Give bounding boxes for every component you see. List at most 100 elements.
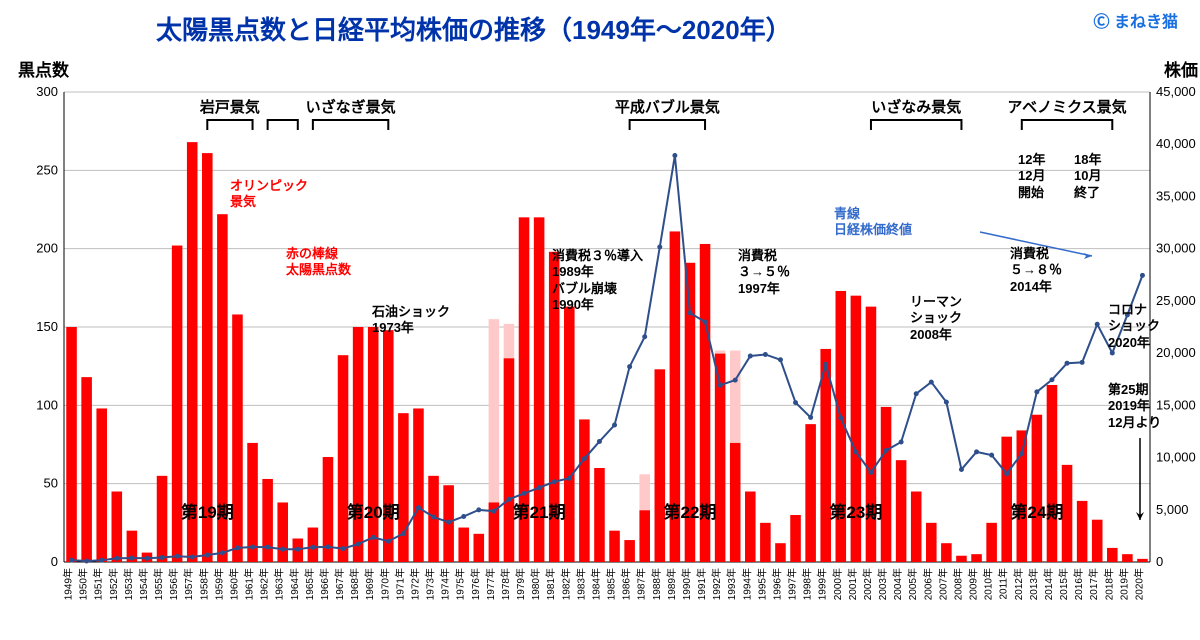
svg-text:2012年: 2012年 [1012, 568, 1025, 600]
bar-sunspot [775, 543, 786, 562]
svg-text:1960年: 1960年 [227, 568, 240, 600]
bar-sunspot [202, 153, 213, 562]
marker-nikkei [341, 546, 346, 551]
bar-sunspot [1001, 437, 1012, 562]
svg-text:2015年: 2015年 [1057, 568, 1070, 600]
marker-nikkei [657, 245, 662, 250]
bar-sunspot [579, 419, 590, 562]
svg-text:1965年: 1965年 [303, 568, 316, 600]
svg-text:平成バブル景気: 平成バブル景気 [615, 98, 720, 116]
svg-text:アベノミクス景気: アベノミクス景気 [1007, 98, 1126, 116]
bar-sunspot [594, 468, 605, 562]
svg-text:1980年: 1980年 [529, 568, 542, 600]
svg-text:250: 250 [36, 162, 58, 177]
bar-sunspot [655, 369, 666, 562]
bar-sunspot [96, 408, 107, 562]
bar-sunspot [112, 492, 123, 563]
svg-text:1979年: 1979年 [514, 568, 527, 600]
marker-nikkei [265, 545, 270, 550]
bar-sunspot [790, 515, 801, 562]
svg-text:1950年: 1950年 [77, 568, 90, 600]
bar-sunspot [1137, 559, 1148, 562]
svg-text:1994年: 1994年 [740, 568, 753, 600]
bar-sunspot [413, 408, 424, 562]
marker-nikkei [310, 545, 315, 550]
marker-nikkei [959, 467, 964, 472]
bar-sunspot [1032, 415, 1043, 562]
svg-text:1967年: 1967年 [333, 568, 346, 600]
bar-sunspot [504, 358, 515, 562]
cycle-label: 第22期 [663, 502, 716, 522]
svg-text:1986年: 1986年 [620, 568, 633, 600]
marker-nikkei [808, 415, 813, 420]
marker-nikkei [537, 485, 542, 490]
svg-text:2003年: 2003年 [876, 568, 889, 600]
marker-nikkei [793, 400, 798, 405]
marker-nikkei [733, 378, 738, 383]
svg-text:1951年: 1951年 [92, 568, 105, 600]
bar-sunspot [639, 510, 650, 562]
marker-nikkei [205, 553, 210, 558]
marker-nikkei [612, 423, 617, 428]
svg-text:2006年: 2006年 [921, 568, 934, 600]
bar-sunspot [474, 534, 485, 562]
marker-nikkei [914, 391, 919, 396]
marker-nikkei [386, 539, 391, 544]
marker-nikkei [1019, 451, 1024, 456]
svg-text:1973年: 1973年 [424, 568, 437, 600]
svg-text:いざなぎ景気: いざなぎ景気 [306, 98, 396, 116]
bar-sunspot [609, 531, 620, 562]
marker-nikkei [582, 456, 587, 461]
svg-text:2014年: 2014年 [1042, 568, 1055, 600]
marker-nikkei [748, 354, 753, 359]
svg-text:1987年: 1987年 [635, 568, 648, 600]
bar-sunspot [1122, 554, 1133, 562]
bar-sunspot [881, 407, 892, 562]
bar-sunspot [232, 314, 243, 562]
svg-text:300: 300 [36, 84, 58, 99]
svg-text:45,000: 45,000 [1156, 84, 1196, 99]
marker-nikkei [160, 555, 165, 560]
marker-nikkei [476, 507, 481, 512]
marker-nikkei [235, 545, 240, 550]
marker-nikkei [929, 380, 934, 385]
bar-sunspot [730, 443, 741, 562]
svg-text:岩戸景気: 岩戸景気 [199, 98, 260, 116]
bar-sunspot [896, 460, 907, 562]
bar-sunspot [458, 528, 469, 562]
svg-text:1989年: 1989年 [665, 568, 678, 600]
bar-sunspot [1047, 385, 1058, 562]
svg-text:1963年: 1963年 [273, 568, 286, 600]
svg-text:2017年: 2017年 [1087, 568, 1100, 600]
svg-text:1966年: 1966年 [318, 568, 331, 600]
svg-text:1958年: 1958年 [197, 568, 210, 600]
marker-nikkei [220, 550, 225, 555]
svg-text:1984年: 1984年 [589, 568, 602, 600]
cycle-label: 第23期 [829, 502, 882, 522]
marker-nikkei [446, 520, 451, 525]
svg-text:40,000: 40,000 [1156, 136, 1196, 151]
svg-text:0: 0 [1156, 554, 1163, 569]
svg-text:25,000: 25,000 [1156, 293, 1196, 308]
svg-text:15,000: 15,000 [1156, 397, 1196, 412]
svg-text:1975年: 1975年 [454, 568, 467, 600]
svg-text:1962年: 1962年 [258, 568, 271, 600]
svg-text:1990年: 1990年 [680, 568, 693, 600]
svg-text:1952年: 1952年 [107, 568, 120, 600]
marker-nikkei [567, 476, 572, 481]
cycle-label: 第24期 [1010, 502, 1063, 522]
marker-nikkei [672, 153, 677, 158]
marker-nikkei [552, 479, 557, 484]
svg-text:1964年: 1964年 [288, 568, 301, 600]
marker-nikkei [884, 448, 889, 453]
svg-text:2009年: 2009年 [967, 568, 980, 600]
svg-text:いざなみ景気: いざなみ景気 [871, 98, 961, 116]
marker-nikkei [295, 547, 300, 552]
svg-text:100: 100 [36, 397, 58, 412]
marker-nikkei [1125, 312, 1130, 317]
svg-text:1985年: 1985年 [605, 568, 618, 600]
svg-text:1981年: 1981年 [544, 568, 557, 600]
marker-nikkei [899, 440, 904, 445]
svg-text:1999年: 1999年 [816, 568, 829, 600]
bar-sunspot [66, 327, 77, 562]
